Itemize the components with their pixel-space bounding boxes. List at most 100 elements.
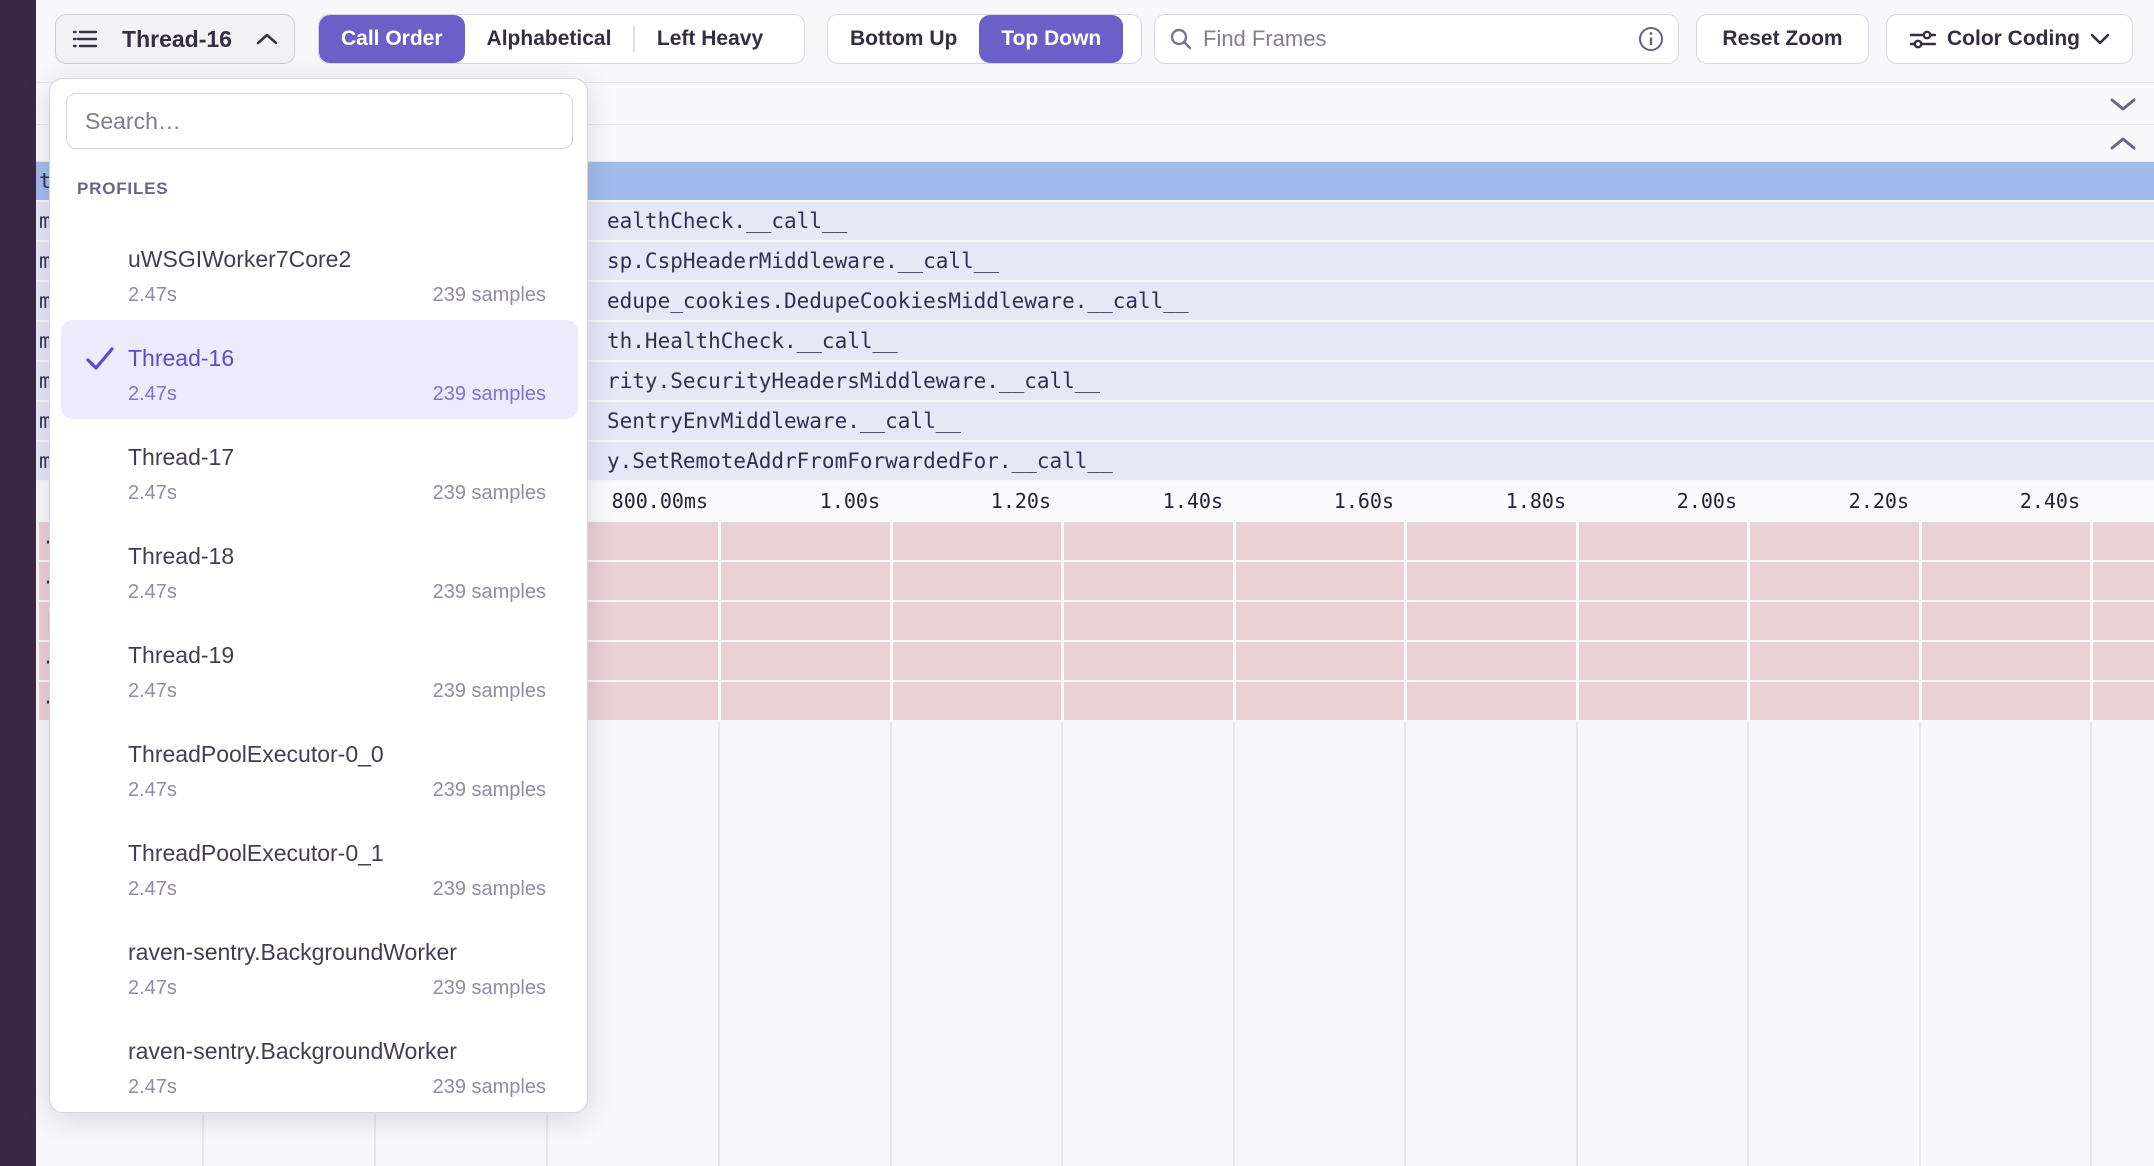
profile-duration: 2.47s (128, 977, 177, 999)
chevron-down-icon[interactable] (2110, 97, 2136, 111)
axis-tick: 800.00ms (611, 489, 708, 513)
gridline (890, 522, 893, 720)
profile-duration: 2.47s (128, 1076, 177, 1098)
profile-duration: 2.47s (128, 878, 177, 900)
app-sidebar-edge (0, 0, 36, 1166)
profile-name: Thread-17 (128, 444, 235, 470)
search-icon (1169, 27, 1193, 51)
gridline (718, 722, 720, 1166)
profile-option[interactable]: uWSGIWorker7Core2 2.47s 239 samples (61, 221, 578, 320)
chevron-down-icon (2090, 33, 2110, 45)
profile-option[interactable]: ThreadPoolExecutor-0_0 2.47s 239 samples (61, 716, 578, 815)
frame-label: edupe_cookies.DedupeCookiesMiddleware.__… (607, 289, 1189, 313)
profile-option[interactable]: ThreadPoolExecutor-0_1 2.47s 239 samples (61, 815, 578, 914)
direction-segmented-control: Bottom Up Top Down (827, 14, 1142, 64)
profile-samples: 239 samples (432, 779, 546, 801)
profile-duration: 2.47s (128, 482, 177, 504)
profile-name: ThreadPoolExecutor-0_1 (128, 840, 384, 866)
gridline (1233, 722, 1235, 1166)
profile-name: raven-sentry.BackgroundWorker (128, 939, 457, 965)
profile-duration: 2.47s (128, 581, 177, 603)
gridline (1919, 722, 1921, 1166)
gridline (1061, 522, 1064, 720)
profile-option[interactable]: Thread-17 2.47s 239 samples (61, 419, 578, 518)
thread-selector-button[interactable]: Thread-16 (55, 14, 295, 64)
frame-text: m (39, 209, 52, 233)
direction-option-top-down[interactable]: Top Down (979, 15, 1124, 63)
profile-duration: 2.47s (128, 779, 177, 801)
profile-option[interactable]: Thread-18 2.47s 239 samples (61, 518, 578, 617)
dropdown-search-input[interactable] (66, 93, 573, 149)
frame-text: m (39, 369, 52, 393)
color-coding-button[interactable]: Color Coding (1886, 14, 2133, 64)
axis-tick: 2.20s (1848, 489, 1909, 513)
thread-selector-dropdown: PROFILES uWSGIWorker7Core2 2.47s 239 samp… (49, 78, 588, 1113)
divider (36, 124, 2154, 125)
gridline (2090, 722, 2092, 1166)
gridline (1576, 522, 1579, 720)
list-icon (72, 26, 98, 52)
frame-label: SentryEnvMiddleware.__call__ (607, 409, 962, 433)
frame-label: th.HealthCheck.__call__ (607, 329, 898, 353)
gridline (1576, 722, 1578, 1166)
gridline (890, 722, 892, 1166)
profile-option[interactable]: raven-sentry.BackgroundWorker 2.47s 239 s… (61, 1013, 578, 1112)
profile-name: Thread-16 (128, 345, 235, 371)
profile-duration: 2.47s (128, 284, 177, 306)
reset-zoom-button[interactable]: Reset Zoom (1696, 14, 1869, 64)
gridline (1747, 522, 1750, 720)
profile-samples: 239 samples (432, 284, 546, 306)
frame-text: m (39, 289, 52, 313)
find-frames-input[interactable] (1203, 26, 1628, 52)
gridline (1404, 722, 1406, 1166)
profile-samples: 239 samples (432, 581, 546, 603)
profile-name: Thread-19 (128, 642, 235, 668)
gridline (2090, 522, 2093, 720)
thread-selector-label: Thread-16 (122, 25, 232, 52)
profile-name: uWSGIWorker7Core2 (128, 246, 352, 272)
frame-text: t (39, 169, 52, 193)
profile-name: raven-sentry.BackgroundWorker (128, 1038, 457, 1064)
profile-option-selected[interactable]: Thread-16 2.47s 239 samples (61, 320, 578, 419)
info-icon[interactable] (1638, 26, 1664, 52)
frame-label: rity.SecurityHeadersMiddleware.__call__ (607, 369, 1101, 393)
axis-tick: 1.60s (1333, 489, 1394, 513)
find-frames-searchbox (1154, 14, 1679, 64)
direction-option-bottom-up[interactable]: Bottom Up (850, 27, 958, 50)
check-icon (85, 346, 115, 372)
frame-text: m (39, 449, 52, 473)
frame-text: m (39, 329, 52, 353)
profile-duration: 2.47s (128, 383, 177, 405)
axis-tick: 1.40s (1162, 489, 1223, 513)
sort-option-call-order[interactable]: Call Order (319, 15, 465, 63)
gridline (718, 522, 721, 720)
sort-option-left-heavy[interactable]: Left Heavy (656, 27, 764, 50)
chevron-up-icon[interactable] (2110, 136, 2136, 150)
divider (36, 82, 2154, 83)
frame-label: ealthCheck.__call__ (607, 209, 848, 233)
separator (633, 26, 635, 52)
profile-samples: 239 samples (432, 383, 546, 405)
profile-option[interactable]: raven-sentry.BackgroundWorker 2.47s 239 s… (61, 914, 578, 1013)
chevron-up-icon (256, 33, 278, 45)
axis-tick: 1.20s (990, 489, 1051, 513)
sort-option-alphabetical[interactable]: Alphabetical (486, 27, 612, 50)
gridline (1919, 522, 1922, 720)
frame-label: sp.CspHeaderMiddleware.__call__ (607, 249, 999, 273)
axis-tick: 2.40s (2019, 489, 2080, 513)
divider (36, 161, 2154, 162)
profile-samples: 239 samples (432, 878, 546, 900)
gridline (1404, 522, 1407, 720)
profile-duration: 2.47s (128, 680, 177, 702)
sort-segmented-control: Call Order Alphabetical Left Heavy (318, 14, 805, 64)
sliders-icon (1909, 27, 1937, 51)
axis-tick: 1.80s (1505, 489, 1566, 513)
profile-samples: 239 samples (432, 482, 546, 504)
frame-text: m (39, 409, 52, 433)
profile-name: Thread-18 (128, 543, 235, 569)
gridline (1061, 722, 1063, 1166)
profile-option[interactable]: Thread-19 2.47s 239 samples (61, 617, 578, 716)
frame-text: m (39, 249, 52, 273)
axis-tick: 2.00s (1676, 489, 1737, 513)
